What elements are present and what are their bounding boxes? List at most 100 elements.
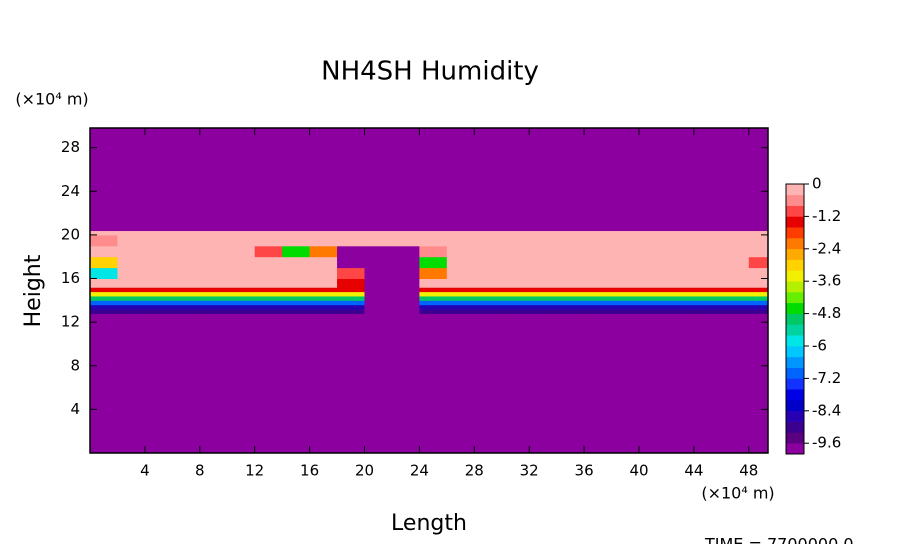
colorbar-swatch	[786, 292, 804, 304]
contour-cell	[693, 300, 722, 306]
contour-cell	[419, 300, 448, 306]
contour-cell	[638, 300, 667, 306]
contour-cell	[419, 234, 448, 247]
contour-cell	[144, 278, 173, 288]
contour-cell	[90, 245, 118, 258]
contour-cell	[254, 295, 283, 301]
contour-cell	[638, 313, 667, 454]
contour-cell	[117, 309, 146, 314]
contour-cell	[584, 295, 613, 301]
colorbar-swatch	[786, 184, 804, 196]
contour-cell	[282, 313, 311, 454]
contour-cell	[254, 300, 283, 306]
contour-cell	[117, 291, 146, 297]
contour-cell	[309, 287, 338, 293]
contour-cell	[721, 230, 750, 236]
contour-cell	[693, 291, 722, 297]
colorbar-swatch	[786, 248, 804, 260]
contour-cell	[501, 309, 530, 314]
contour-cell	[748, 313, 769, 454]
contour-cell	[337, 287, 365, 293]
colorbar-frame	[785, 183, 805, 455]
contour-cell	[556, 256, 585, 269]
contour-cell	[90, 230, 118, 236]
contour-cell	[529, 278, 558, 288]
contour-cell	[611, 245, 640, 258]
contour-cell	[529, 267, 558, 280]
contour-cell	[199, 295, 228, 301]
contour-cell	[721, 313, 750, 454]
x-tick-label: 4	[140, 462, 150, 480]
contour-cell	[90, 256, 118, 269]
contour-cell	[337, 304, 365, 310]
y-unit: (×10⁴ m)	[15, 90, 88, 109]
y-tick-label: 8	[70, 356, 80, 374]
x-tick-label: 48	[739, 462, 758, 480]
contour-cell	[638, 278, 667, 288]
contour-cell	[391, 234, 420, 247]
contour-cell	[199, 230, 228, 236]
contour-cell	[227, 278, 256, 288]
contour-cell	[748, 267, 769, 280]
contour-cell	[172, 295, 201, 301]
contour-cell	[474, 313, 503, 454]
y-tick-label: 4	[70, 400, 80, 418]
contour-cell	[199, 234, 228, 247]
contour-cell	[90, 267, 118, 280]
contour-cell	[584, 309, 613, 314]
contour-cell	[227, 291, 256, 297]
contour-cell	[309, 300, 338, 306]
contour-cell	[611, 234, 640, 247]
contour-cell	[638, 256, 667, 269]
contour-cell	[721, 295, 750, 301]
contour-cell	[748, 234, 769, 247]
plot-frame	[89, 127, 769, 454]
contour-cell	[584, 300, 613, 306]
contour-cell	[446, 267, 475, 280]
contour-cell	[227, 267, 256, 280]
contour-cell	[90, 309, 118, 314]
contour-cell	[666, 304, 695, 310]
contour-cell	[337, 267, 365, 280]
contour-cell	[419, 128, 448, 232]
contour-cell	[282, 295, 311, 301]
contour-cell	[227, 234, 256, 247]
contour-cell	[638, 287, 667, 293]
contour-cell	[474, 309, 503, 314]
contour-cell	[584, 291, 613, 297]
contour-cell	[584, 313, 613, 454]
contour-cell	[419, 230, 448, 236]
contour-cell	[282, 230, 311, 236]
contour-cell	[419, 295, 448, 301]
contour-cell	[144, 313, 173, 454]
contour-cell	[282, 128, 311, 232]
contour-cell	[501, 256, 530, 269]
contour-cell	[172, 304, 201, 310]
contour-cell	[611, 230, 640, 236]
contour-cell	[364, 278, 393, 288]
contour-cell	[90, 128, 118, 232]
contour-cell	[282, 256, 311, 269]
contour-cell	[419, 278, 448, 288]
contour-cell	[721, 267, 750, 280]
contour-cell	[611, 128, 640, 232]
contour-cell	[117, 256, 146, 269]
contour-cell	[529, 287, 558, 293]
contour-cell	[419, 256, 448, 269]
contour-cell	[172, 245, 201, 258]
contour-cell	[227, 256, 256, 269]
contour-cell	[748, 309, 769, 314]
contour-cell	[666, 300, 695, 306]
colorbar-swatch	[786, 194, 804, 206]
colorbar-swatch	[786, 356, 804, 368]
colorbar-swatch	[786, 335, 804, 347]
contour-cell	[529, 128, 558, 232]
contour-cell	[748, 300, 769, 306]
contour-cell	[693, 295, 722, 301]
contour-cell	[309, 267, 338, 280]
contour-cell	[638, 230, 667, 236]
contour-cell	[638, 245, 667, 258]
contour-cell	[584, 287, 613, 293]
contour-cell	[666, 313, 695, 454]
contour-cell	[391, 278, 420, 288]
